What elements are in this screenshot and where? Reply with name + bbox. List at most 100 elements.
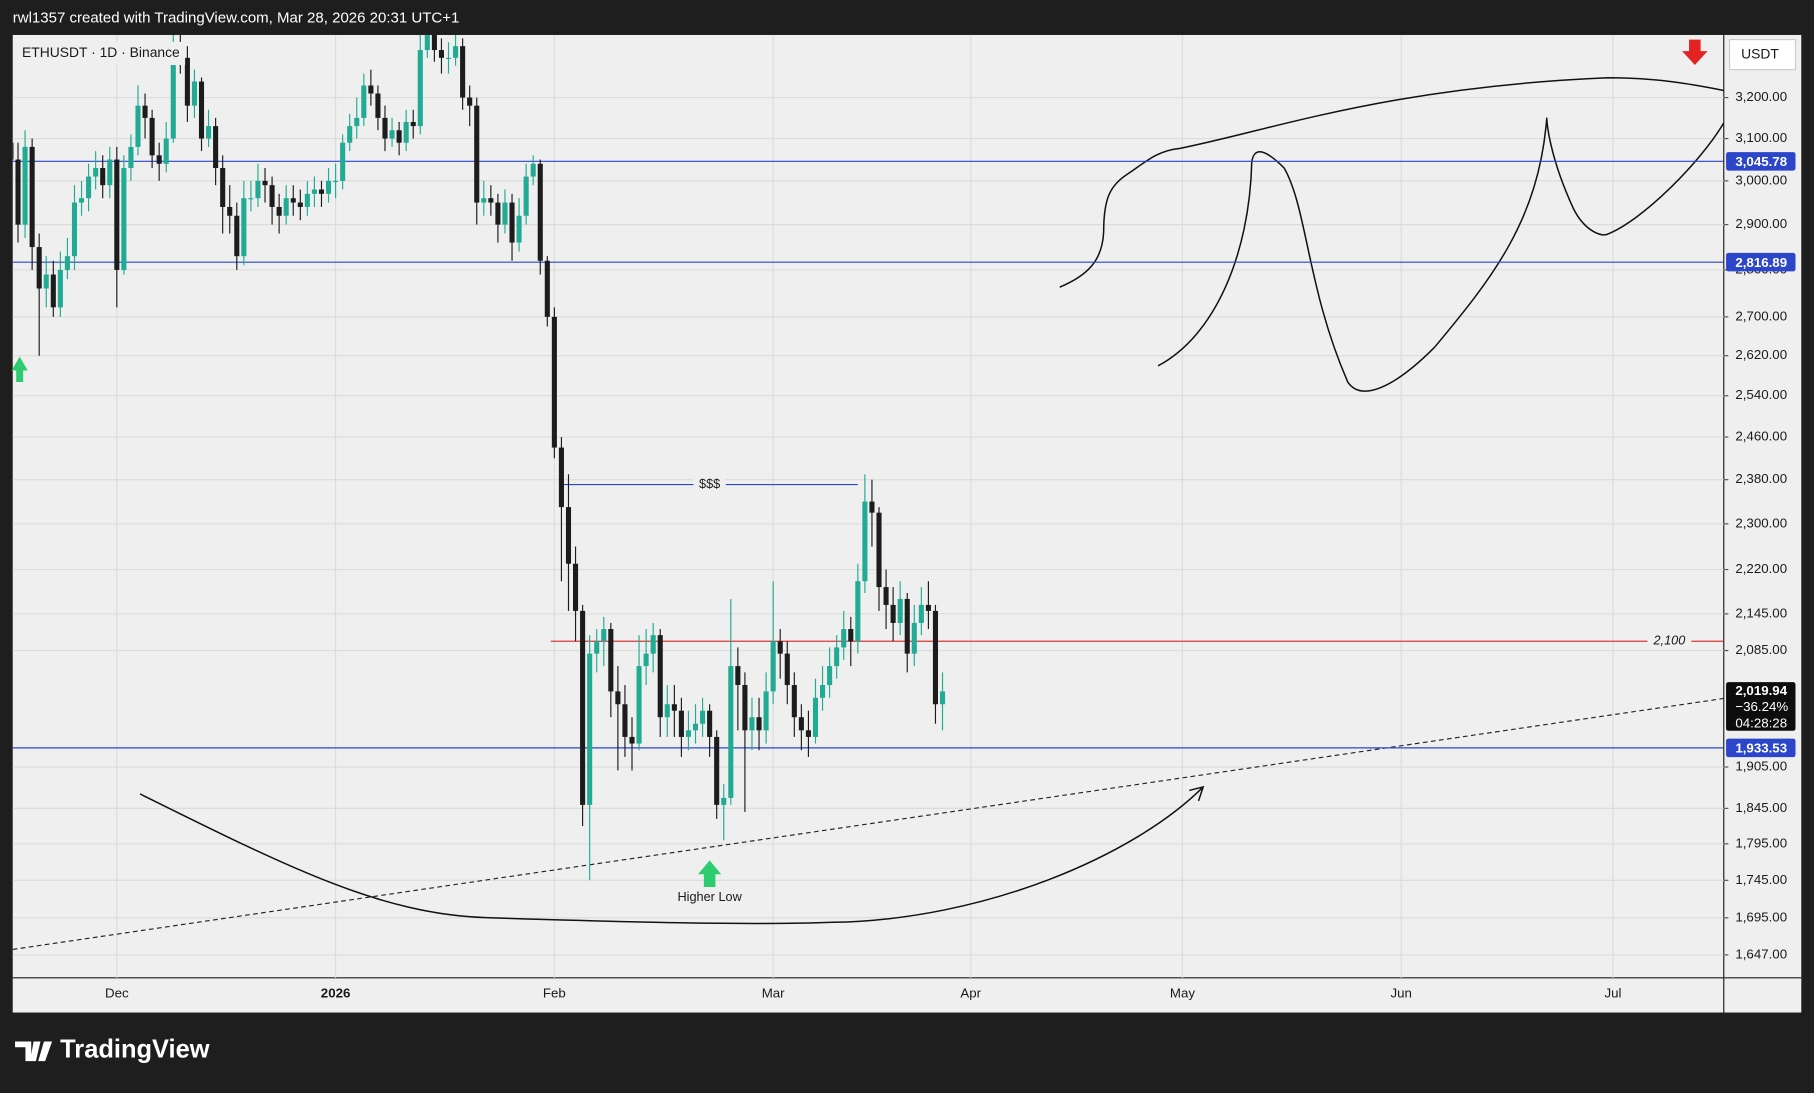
candle-body	[403, 121, 409, 143]
brand-logo	[15, 1041, 53, 1062]
candle-body	[191, 81, 197, 106]
candle-body	[495, 202, 501, 225]
candle-body	[749, 717, 755, 731]
candle-body	[29, 146, 35, 248]
drawing-curve	[139, 785, 1205, 925]
candle-body	[431, 34, 437, 51]
candle-body	[206, 126, 212, 139]
candle-body	[587, 653, 593, 805]
level-label: 3,045.78	[1735, 154, 1787, 169]
candle-body	[100, 168, 106, 186]
y-tick-label: 2,700.00	[1735, 308, 1787, 323]
down-arrow	[1682, 39, 1708, 66]
candle-body	[128, 146, 134, 169]
y-tick-label: 1,795.00	[1735, 835, 1787, 850]
x-tick-label: Dec	[105, 986, 129, 1001]
x-tick-label: Jul	[1604, 986, 1621, 1001]
candle-body	[283, 198, 289, 216]
candle-body	[318, 189, 325, 194]
candle-body	[121, 168, 127, 270]
candle-body	[269, 185, 275, 207]
candle-body	[71, 202, 78, 257]
candle-body	[784, 653, 790, 686]
candle-body	[234, 215, 240, 257]
last-price-badge	[1726, 682, 1796, 731]
y-tick-label: 1,695.00	[1735, 909, 1787, 924]
level-badge	[1726, 152, 1796, 171]
candle-body	[311, 189, 317, 194]
candle-body	[22, 146, 28, 225]
y-tick-label: 2,300.00	[1735, 515, 1787, 530]
candle-body	[834, 647, 840, 667]
candle-body	[410, 121, 416, 127]
candle-body	[57, 269, 63, 308]
level-label-bg	[1647, 633, 1692, 650]
candle-body	[417, 50, 423, 127]
candle-body	[502, 202, 508, 225]
candle-body	[50, 274, 56, 308]
candle-body	[855, 581, 861, 642]
candle-body	[15, 159, 21, 225]
y-tick-label: 2,145.00	[1735, 605, 1787, 620]
last-price-change: −36.24%	[1735, 699, 1788, 714]
y-tick-label: 3,200.00	[1735, 89, 1787, 104]
candle-body	[664, 704, 670, 718]
candle-body	[368, 85, 374, 94]
candle-body	[805, 730, 811, 737]
candle-body	[255, 180, 261, 199]
candle-body	[537, 163, 543, 261]
candle-body	[572, 563, 579, 611]
y-tick-label: 2,380.00	[1735, 471, 1787, 486]
candle-body	[756, 717, 762, 731]
liquidity-label: $$$	[699, 476, 720, 491]
candle-body	[721, 797, 727, 805]
candle-body	[918, 604, 924, 623]
symbol-label: ETHUSDT · 1D · Binance	[22, 44, 180, 60]
candle-body	[565, 507, 572, 564]
candle-body	[78, 198, 85, 203]
candle-body	[580, 610, 586, 805]
candle-body	[544, 260, 550, 317]
candle-body	[707, 710, 713, 737]
candle-body	[636, 666, 642, 744]
candle-body	[340, 142, 346, 181]
candle-body	[445, 57, 452, 60]
candle-body	[925, 604, 931, 611]
candle-body	[474, 105, 480, 203]
candle-body	[304, 193, 310, 207]
candle-body	[812, 697, 819, 737]
candle-body	[361, 85, 367, 118]
candle-body	[827, 666, 833, 686]
y-tick-label: 3,000.00	[1735, 172, 1787, 187]
candle-body	[763, 691, 769, 731]
candle-body	[107, 159, 113, 186]
candle-body	[198, 81, 205, 139]
candle-body	[156, 155, 162, 164]
candle-body	[650, 635, 656, 654]
candle-body	[213, 126, 219, 169]
y-tick-label: 1,647.00	[1735, 946, 1787, 961]
candle-body	[615, 691, 621, 705]
candle-body	[135, 105, 141, 147]
candle-body	[354, 117, 360, 127]
candle-body	[700, 710, 706, 724]
candle-body	[848, 629, 854, 642]
y-tick-label: 2,900.00	[1735, 216, 1787, 231]
candle-body	[798, 717, 804, 731]
x-tick-label: May	[1170, 986, 1195, 1001]
candle-body	[241, 198, 247, 257]
candle-body	[911, 622, 917, 654]
symbol-bg	[16, 41, 186, 66]
candle-body	[64, 256, 70, 270]
drawing-path	[1157, 117, 1724, 392]
level-label: 2,816.89	[1735, 255, 1787, 270]
candle-body	[375, 93, 381, 118]
candle-body	[396, 130, 402, 143]
y-tick-label: 2,620.00	[1735, 347, 1787, 362]
candle-body	[460, 46, 466, 98]
grid	[12, 34, 1724, 978]
candle-body	[890, 604, 896, 623]
x-tick-label: Feb	[543, 986, 566, 1001]
candle-body	[516, 215, 522, 243]
